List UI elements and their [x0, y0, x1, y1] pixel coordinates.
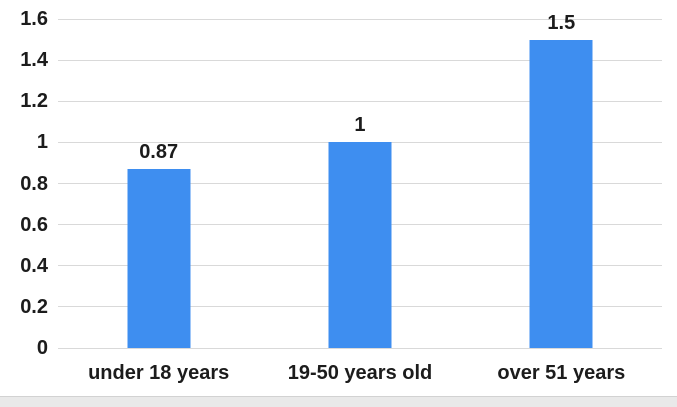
bar-value-label: 1 [354, 114, 366, 137]
bottom-edge-strip [0, 396, 677, 407]
gridline [58, 18, 662, 20]
y-tick-label: 1.4 [20, 49, 48, 72]
y-tick-label: 0.2 [20, 295, 48, 318]
y-tick-label: 1.2 [20, 90, 48, 113]
x-tick-label: under 18 years [88, 362, 230, 384]
bar-value-label: 0.87 [139, 141, 179, 164]
gridline [58, 347, 662, 349]
bar [328, 142, 392, 348]
y-tick-label: 0.6 [20, 213, 48, 236]
y-tick-label: 1 [36, 131, 48, 154]
bar-value-label: 1.5 [547, 11, 576, 34]
bar [127, 169, 191, 348]
bar-group: 1.5 [461, 12, 662, 348]
x-tick-label: 19-50 years old [287, 362, 433, 384]
y-tick-label: 0 [36, 337, 48, 359]
x-axis-labels: under 18 years 19-50 years old over 51 yea… [58, 362, 662, 392]
bar [529, 39, 593, 348]
x-tick-label: over 51 years [497, 362, 626, 384]
y-tick-label: 1.6 [20, 8, 48, 30]
bar-group: 1 [259, 19, 460, 348]
gridline [58, 59, 662, 61]
y-tick-label: 0.8 [20, 172, 48, 195]
bar-group: 0.87 [58, 19, 259, 348]
gridline [58, 100, 662, 102]
plot-area: 0.87 1 1.5 [58, 12, 662, 349]
y-tick-label: 0.4 [20, 254, 48, 277]
